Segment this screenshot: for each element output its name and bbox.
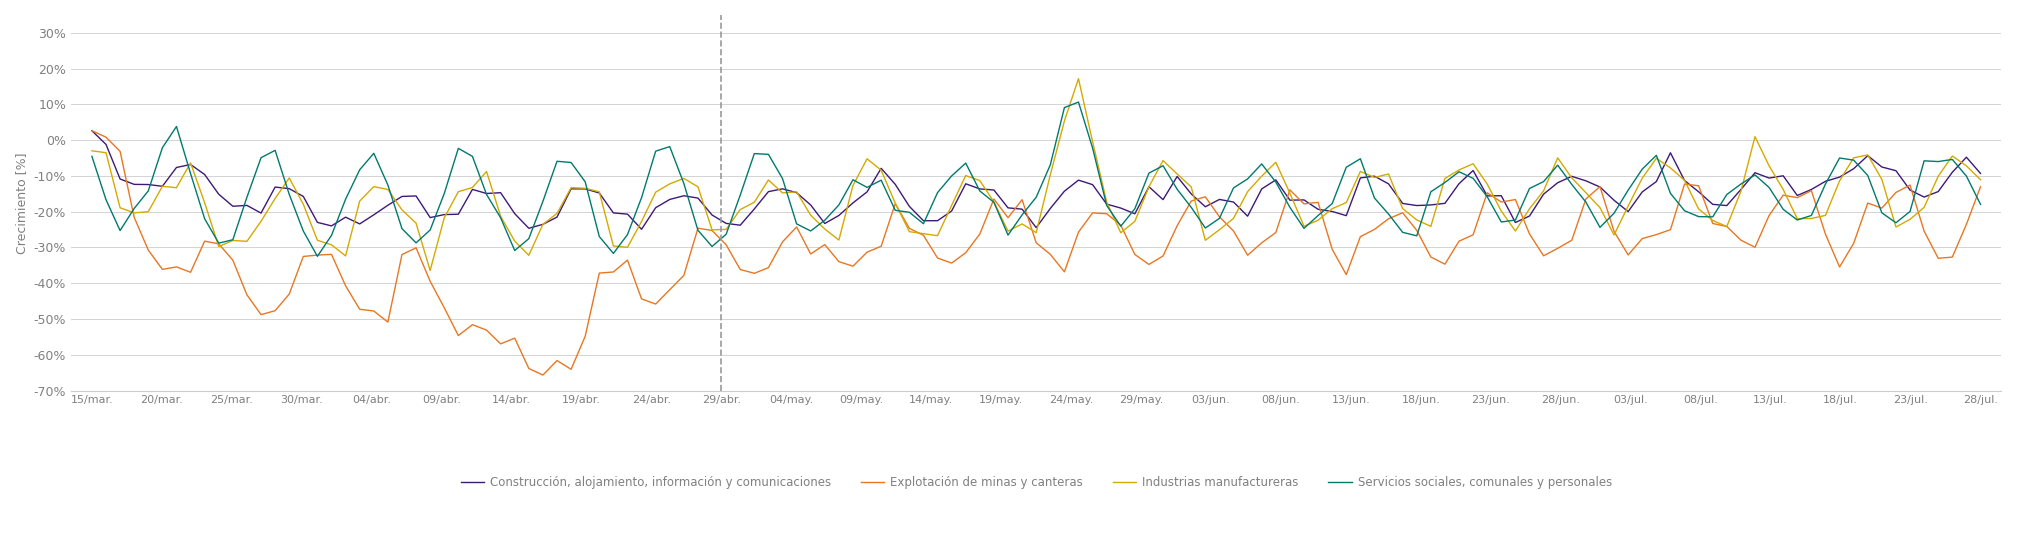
Servicios sociales, comunales y personales bbox=[1969, 201, 1993, 208]
Servicios sociales, comunales y personales bbox=[1870, 210, 1894, 216]
Construcción, alojamiento, información y comunicaciones bbox=[1729, 186, 1753, 193]
Servicios sociales, comunales y personales bbox=[81, 153, 105, 160]
Construcción, alojamiento, información y comunicaciones bbox=[1166, 173, 1190, 180]
Y-axis label: Crecimiento [%]: Crecimiento [%] bbox=[14, 152, 28, 253]
Line: Industrias manufactureras: Industrias manufactureras bbox=[93, 79, 1981, 270]
Explotación de minas y canteras bbox=[516, 365, 541, 372]
Line: Servicios sociales, comunales y personales: Servicios sociales, comunales y personal… bbox=[93, 102, 1981, 256]
Explotación de minas y canteras bbox=[1446, 238, 1470, 245]
Explotación de minas y canteras bbox=[1729, 237, 1753, 243]
Servicios sociales, comunales y personales bbox=[1067, 99, 1091, 105]
Industrias manufactureras bbox=[1743, 134, 1767, 140]
Construcción, alojamiento, información y comunicaciones bbox=[629, 226, 654, 232]
Explotación de minas y canteras bbox=[1856, 200, 1880, 206]
Construcción, alojamiento, información y comunicaciones bbox=[1856, 152, 1880, 159]
Explotación de minas y canteras bbox=[81, 128, 105, 134]
Servicios sociales, comunales y personales bbox=[530, 198, 555, 205]
Industrias manufactureras bbox=[530, 221, 555, 227]
Legend: Construcción, alojamiento, información y comunicaciones, Explotación de minas y : Construcción, alojamiento, información y… bbox=[456, 471, 1616, 494]
Industrias manufactureras bbox=[1460, 161, 1485, 167]
Construcción, alojamiento, información y comunicaciones bbox=[1446, 181, 1470, 187]
Industrias manufactureras bbox=[1180, 184, 1204, 190]
Servicios sociales, comunales y personales bbox=[1180, 204, 1204, 211]
Line: Construcción, alojamiento, información y comunicaciones: Construcción, alojamiento, información y… bbox=[93, 131, 1981, 229]
Explotación de minas y canteras bbox=[1166, 222, 1190, 229]
Line: Explotación de minas y canteras: Explotación de minas y canteras bbox=[93, 131, 1981, 375]
Explotación de minas y canteras bbox=[1095, 210, 1119, 217]
Servicios sociales, comunales y personales bbox=[305, 253, 329, 259]
Servicios sociales, comunales y personales bbox=[1460, 175, 1485, 182]
Servicios sociales, comunales y personales bbox=[1743, 172, 1767, 178]
Industrias manufactureras bbox=[1067, 76, 1091, 82]
Construcción, alojamiento, información y comunicaciones bbox=[1969, 170, 1993, 177]
Construcción, alojamiento, información y comunicaciones bbox=[1095, 201, 1119, 208]
Servicios sociales, comunales y personales bbox=[1109, 223, 1134, 230]
Industrias manufactureras bbox=[1870, 176, 1894, 183]
Construcción, alojamiento, información y comunicaciones bbox=[81, 128, 105, 134]
Industrias manufactureras bbox=[418, 267, 442, 274]
Construcción, alojamiento, información y comunicaciones bbox=[516, 225, 541, 232]
Industrias manufactureras bbox=[81, 147, 105, 154]
Explotación de minas y canteras bbox=[530, 371, 555, 378]
Explotación de minas y canteras bbox=[1969, 183, 1993, 190]
Industrias manufactureras bbox=[1969, 177, 1993, 183]
Industrias manufactureras bbox=[1109, 230, 1134, 236]
